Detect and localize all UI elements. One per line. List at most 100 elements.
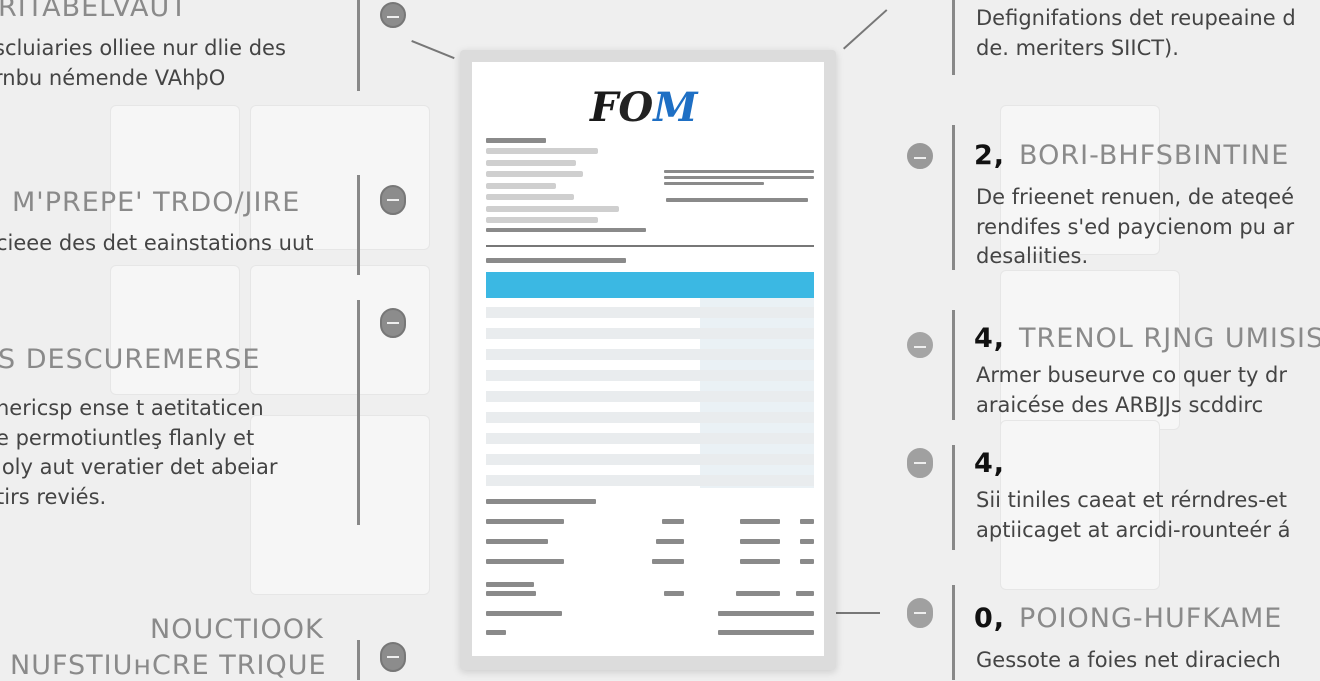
info-icon (907, 332, 933, 358)
section-title: M'PREPE' TRDO/JIRE (12, 187, 301, 218)
doc-text (662, 519, 684, 524)
title-text: POIONG-HUFKAME (1019, 603, 1283, 634)
step-number: 2, (974, 140, 1006, 171)
body-line: loly aut veratier det abeiar (0, 455, 278, 479)
section-body: hericsp ense t aetitaticen e permotiuntl… (0, 394, 277, 512)
background-card (110, 105, 240, 250)
background-card (1000, 105, 1160, 255)
doc-text (718, 630, 814, 635)
timeline-line (357, 300, 360, 525)
doc-text (486, 559, 564, 564)
step-number: 4, (974, 448, 1006, 479)
doc-text (486, 591, 536, 596)
section-title: NUFSTIUʜCRE TRIQUE (10, 650, 327, 681)
section-body: Armer buseurve co quer ty dr araicése de… (976, 361, 1287, 420)
document-preview: FOM (460, 50, 836, 670)
doc-text (486, 582, 534, 587)
body-line: Armer buseurve co quer ty dr (976, 363, 1288, 387)
timeline-line (952, 125, 955, 270)
table-header (486, 272, 814, 298)
body-line: tirs reviés. (0, 484, 107, 509)
doc-text (664, 182, 764, 185)
background-card (1000, 420, 1160, 590)
doc-text (486, 228, 646, 232)
table-row (486, 412, 814, 423)
body-line: rendifes s'ed paycienom pu ar (976, 214, 1295, 239)
doc-text (736, 591, 780, 596)
step-number: 0, (974, 603, 1006, 634)
body-line: Gessote a foies net diraciech (976, 648, 1281, 672)
section-body: De frieenet renuen, de ateqeé rendifes s… (976, 183, 1294, 272)
section-title: 4, (974, 448, 1019, 479)
timeline-line (357, 640, 360, 680)
section-title: NOUCTIOOK (150, 614, 324, 645)
doc-line (486, 160, 576, 166)
table-row (486, 328, 814, 339)
body-line: e permotiuntleş flanly et (0, 425, 255, 450)
doc-line (486, 183, 556, 189)
table-row (486, 454, 814, 465)
doc-text (796, 591, 814, 596)
table-row (486, 391, 814, 402)
timeline-line (952, 310, 955, 420)
title-text: BORI-BHFSBINTINE (1019, 140, 1290, 171)
toggle-icon (380, 308, 406, 338)
table-row (486, 307, 814, 318)
table-row (486, 433, 814, 444)
doc-text (486, 499, 596, 504)
section-body: cieee des det eainstations uut (0, 229, 314, 259)
doc-text (740, 519, 780, 524)
body-line: Sii tiniles caeat et rérndres-et (976, 488, 1287, 512)
doc-text (656, 539, 684, 544)
section-body: Defignifations det reupeaine d de. merit… (976, 4, 1296, 63)
body-line: desaliities. (976, 244, 1089, 268)
doc-line (486, 148, 598, 154)
table-row (486, 370, 814, 381)
doc-text (740, 559, 780, 564)
connector-line (843, 9, 888, 50)
section-title: 4, TRENOL RJNG UMISIS (974, 323, 1320, 354)
timeline-line (952, 0, 955, 75)
doc-text (486, 138, 546, 143)
info-icon (380, 2, 406, 28)
body-line: araicése des ARBJJs scddirc (976, 392, 1264, 417)
body-line: de. meriters SIICT). (976, 35, 1179, 60)
timeline-line (952, 585, 955, 680)
title-text: TRENOL RJNG UMISIS (1019, 323, 1320, 354)
doc-line (486, 194, 574, 200)
toggle-icon (380, 185, 406, 215)
info-icon (907, 143, 933, 169)
body-line: hericsp ense t aetitaticen (0, 396, 264, 420)
section-title: 2, BORI-BHFSBINTINE (974, 140, 1289, 171)
doc-text (664, 170, 814, 173)
connector-line (411, 40, 455, 60)
doc-text (486, 519, 564, 524)
background-card (250, 105, 430, 250)
doc-text (666, 198, 808, 202)
connector-line (836, 612, 880, 614)
doc-line (486, 206, 619, 212)
table-row (486, 475, 814, 486)
doc-line (486, 217, 598, 223)
timeline-line (952, 445, 955, 550)
section-title: 0, POIONG-HUFKAME (974, 603, 1282, 634)
body-line: scluiaries olliee nur dlie des (0, 36, 286, 60)
doc-text (740, 539, 780, 544)
table-row (486, 349, 814, 360)
doc-line (486, 171, 583, 177)
doc-text (800, 559, 814, 564)
body-line: De frieenet renuen, de ateqeé (976, 185, 1295, 209)
section-body: Gessote a foies net diraciech (976, 646, 1281, 676)
doc-text (664, 176, 814, 179)
timeline-line (357, 175, 360, 275)
doc-text (800, 519, 814, 524)
toggle-icon (907, 598, 933, 628)
toggle-icon (907, 448, 933, 478)
doc-text (800, 539, 814, 544)
doc-divider (486, 245, 814, 247)
section-title: RITABELVAUT (0, 0, 188, 23)
background-card (1000, 270, 1180, 430)
background-card (110, 265, 240, 395)
doc-text (486, 630, 506, 635)
doc-text (486, 611, 562, 616)
